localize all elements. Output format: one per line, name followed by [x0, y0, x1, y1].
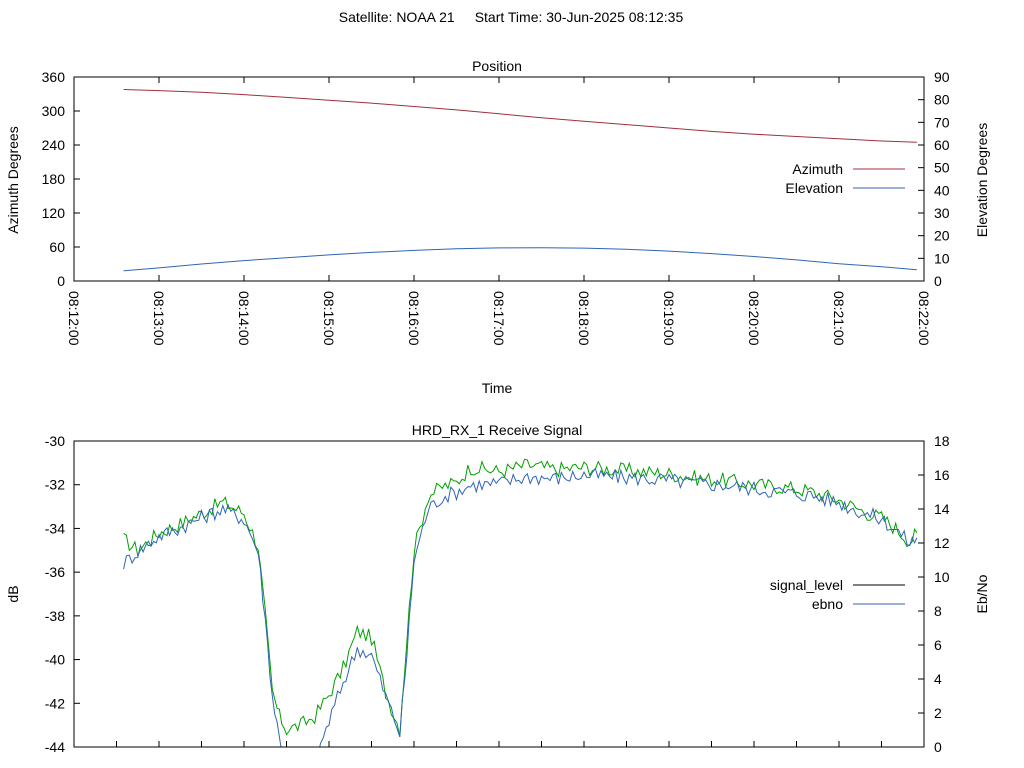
- signal-left-tick-label: -30: [45, 433, 65, 449]
- signal-right-tick-label: 12: [934, 535, 950, 551]
- position-legend: Azimuth Elevation: [785, 161, 905, 196]
- legend-signal-level-label: signal_level: [770, 577, 843, 593]
- signal-left-tick-label: -34: [45, 520, 65, 536]
- receive-signal-chart: -44-42-40-38-36-34-32-30024681012141618 …: [5, 422, 990, 755]
- position-x-tick-label: 08:17:00: [491, 291, 507, 346]
- signal-left-tick-label: -40: [45, 652, 65, 668]
- signal-right-tick-label: 8: [934, 603, 942, 619]
- position-left-tick-label: 0: [57, 273, 65, 289]
- legend-azimuth-label: Azimuth: [792, 161, 843, 177]
- position-x-tick-label: 08:20:00: [746, 291, 762, 346]
- signal-right-tick-label: 2: [934, 705, 942, 721]
- legend-elevation-label: Elevation: [785, 180, 843, 196]
- position-title: Position: [472, 58, 522, 74]
- position-right-tick-label: 70: [934, 114, 950, 130]
- position-left-tick-label: 60: [49, 239, 65, 255]
- position-x-axis-label: Time: [482, 380, 513, 396]
- start-time-label: Start Time: 30-Jun-2025 08:12:35: [475, 9, 684, 25]
- position-right-tick-label: 90: [934, 69, 950, 85]
- signal-right-tick-label: 0: [934, 739, 942, 755]
- signal-title: HRD_RX_1 Receive Signal: [412, 422, 582, 438]
- position-left-tick-label: 300: [42, 103, 66, 119]
- elevation-axis-label: Elevation Degrees: [974, 123, 990, 237]
- position-ticks-group: 0 60 120 180 240 300 360 0 10 20 30 40 50 60 70 80 90 08:…: [42, 69, 950, 346]
- position-x-tick-label: 08:13:00: [151, 291, 167, 346]
- position-right-tick-label: 80: [934, 92, 950, 108]
- signal-left-tick-label: -36: [45, 564, 65, 580]
- position-left-tick-label: 240: [42, 137, 66, 153]
- satellite-label: Satellite: NOAA 21: [339, 9, 455, 25]
- signal-right-tick-label: 14: [934, 501, 950, 517]
- position-left-tick-label: 120: [42, 205, 66, 221]
- signal-right-tick-label: 4: [934, 671, 942, 687]
- signal-right-tick-label: 16: [934, 467, 950, 483]
- legend-ebno-label: ebno: [812, 596, 843, 612]
- position-x-tick-label: 08:22:00: [916, 291, 932, 346]
- signal-left-tick-label: -38: [45, 608, 65, 624]
- position-series-group: [123, 89, 917, 272]
- position-left-tick-label: 360: [42, 69, 66, 85]
- signal-series-group: [123, 458, 918, 747]
- position-x-tick-label: 08:16:00: [406, 291, 422, 346]
- signal-right-tick-label: 10: [934, 569, 950, 585]
- position-right-tick-label: 20: [934, 228, 950, 244]
- position-x-tick-label: 08:12:00: [66, 291, 82, 346]
- db-axis-label: dB: [5, 585, 21, 602]
- position-chart: 0 60 120 180 240 300 360 0 10 20 30 40 50 60 70 80 90 08:…: [5, 58, 990, 396]
- signal-ticks-group: -44 -42 -40 -38 -36 -34 -32 -30 0 2 4 6 8 10 12 14 16 18: [45, 433, 950, 755]
- position-right-tick-label: 50: [934, 160, 950, 176]
- position-right-tick-label: 30: [934, 205, 950, 221]
- position-right-tick-label: 10: [934, 250, 950, 266]
- azimuth-axis-label: Azimuth Degrees: [5, 126, 21, 233]
- figure-header: Satellite: NOAA 21 Start Time: 30-Jun-202…: [339, 9, 684, 25]
- signal-left-tick-label: -44: [45, 739, 65, 755]
- position-right-tick-label: 0: [934, 273, 942, 289]
- position-x-tick-label: 08:14:00: [236, 291, 252, 346]
- signal-right-tick-label: 6: [934, 637, 942, 653]
- signal-right-tick-label: 18: [934, 433, 950, 449]
- position-right-tick-label: 40: [934, 182, 950, 198]
- position-series-elevation: [123, 247, 917, 272]
- position-x-tick-label: 08:19:00: [661, 291, 677, 346]
- signal-legend: signal_level ebno: [770, 577, 905, 612]
- position-right-tick-label: 60: [934, 137, 950, 153]
- signal-series-ebno: [123, 467, 918, 747]
- signal-left-tick-label: -42: [45, 695, 65, 711]
- position-series-azimuth: [123, 89, 917, 143]
- position-x-tick-label: 08:15:00: [321, 291, 337, 346]
- position-x-tick-label: 08:21:00: [831, 291, 847, 346]
- position-x-tick-label: 08:18:00: [576, 291, 592, 346]
- position-left-tick-label: 180: [42, 171, 66, 187]
- signal-left-tick-label: -32: [45, 477, 65, 493]
- ebno-axis-label: Eb/No: [974, 574, 990, 613]
